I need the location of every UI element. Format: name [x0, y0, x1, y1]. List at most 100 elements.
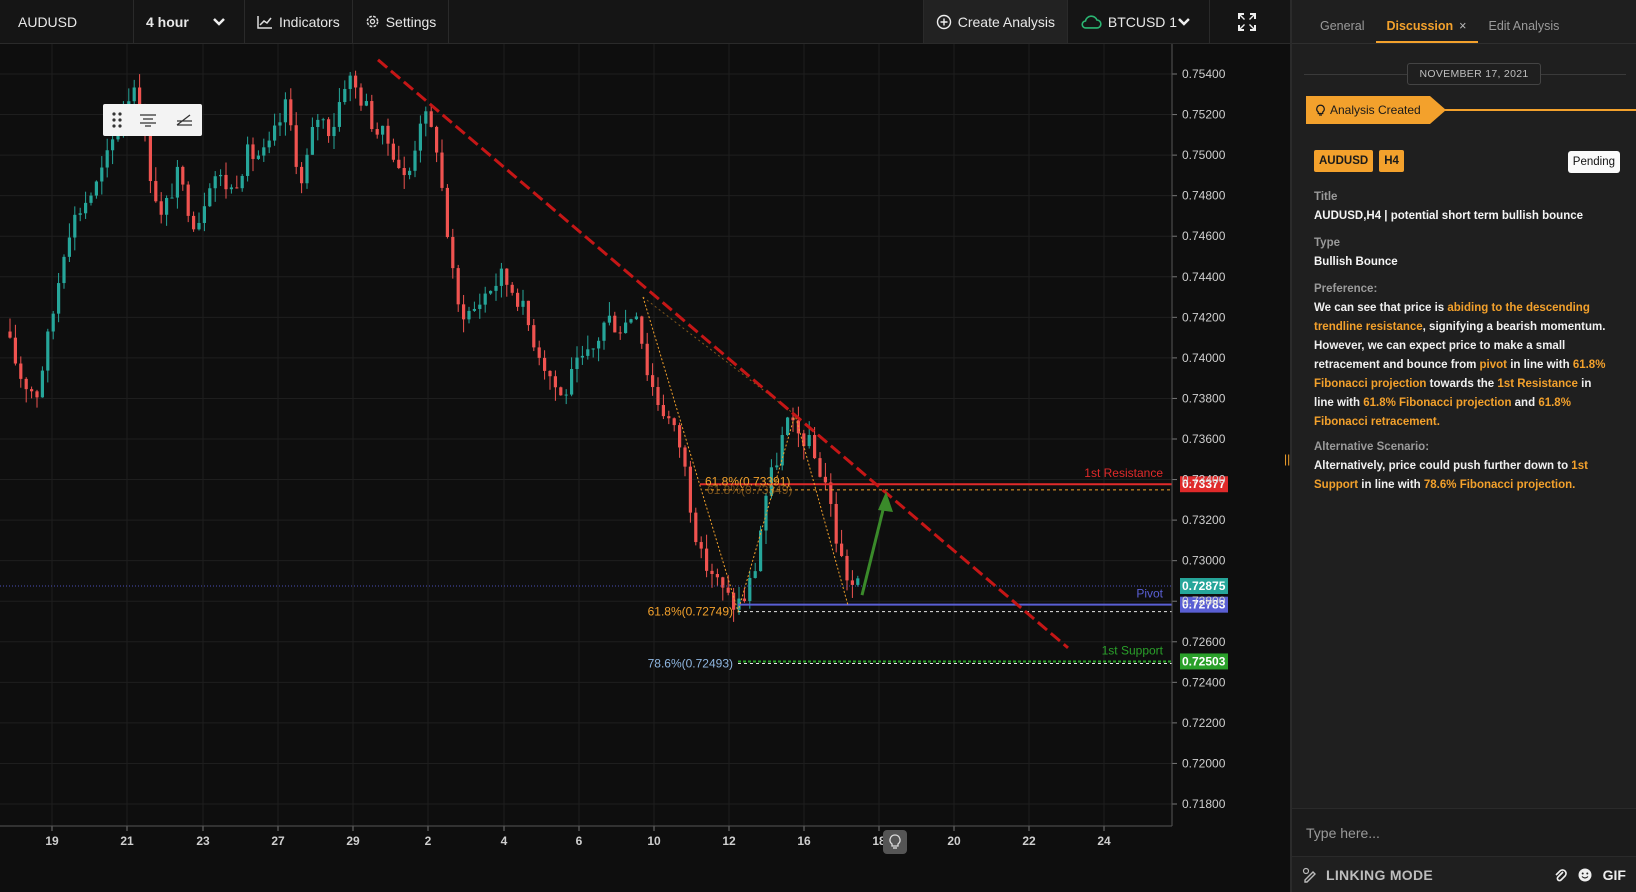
candle-body	[494, 285, 498, 291]
candle	[845, 549, 849, 591]
candle-body	[364, 101, 368, 106]
chevron-down-icon	[213, 17, 225, 26]
trend-tool-icon[interactable]	[175, 113, 193, 127]
candle	[586, 335, 590, 360]
symbol-badge: AUDUSD	[1314, 150, 1374, 172]
alternative-text: Alternatively, price could push further …	[1314, 460, 1588, 491]
candle-body	[229, 187, 233, 190]
candle	[181, 165, 185, 191]
price-tick-label: 0.74600	[1182, 229, 1226, 243]
candle-body	[148, 135, 152, 182]
chart-canvas[interactable]: 1st Resistance 0.73377 Pivot 0.72783 1st Sup…	[0, 44, 1290, 892]
candle	[100, 156, 104, 195]
date-tick-label: 16	[797, 834, 811, 848]
panel-resize-handle[interactable]: ||	[1284, 452, 1291, 466]
candle	[364, 93, 368, 107]
candle-body	[667, 416, 671, 419]
indicators-button[interactable]: Indicators	[245, 0, 353, 43]
compare-symbol-dropdown[interactable]: BTCUSD 1	[1068, 0, 1210, 43]
candle-body	[78, 213, 82, 215]
candle	[73, 206, 77, 251]
candle	[656, 377, 660, 411]
candle-body	[780, 434, 784, 466]
candle	[834, 492, 838, 553]
tab-edit-analysis[interactable]: Edit Analysis	[1478, 19, 1571, 43]
candle-body	[818, 458, 822, 477]
linking-mode-toggle[interactable]: LINKING MODE	[1302, 867, 1553, 883]
create-analysis-button[interactable]: Create Analysis	[923, 0, 1068, 43]
candle	[537, 340, 541, 366]
attachment-icon[interactable]	[1553, 867, 1567, 883]
candle-body	[661, 405, 665, 417]
candle-body	[413, 150, 417, 171]
candle	[759, 525, 763, 572]
tab-discussion[interactable]: Discussion ×	[1376, 19, 1479, 43]
candle	[213, 171, 217, 202]
horizontal-lines-icon[interactable]	[139, 113, 157, 127]
candle-body	[391, 143, 395, 160]
tab-general[interactable]: General	[1310, 19, 1376, 43]
interval-dropdown[interactable]: 4 hour	[134, 0, 245, 43]
date-tick-label: 10	[647, 834, 661, 848]
candle	[548, 370, 552, 390]
fullscreen-icon	[1238, 12, 1256, 31]
candle-body	[235, 187, 239, 189]
candle	[850, 570, 854, 598]
candle-body	[375, 129, 379, 135]
candle	[321, 117, 325, 129]
settings-label: Settings	[385, 13, 437, 30]
bounce-arrow-head	[878, 491, 893, 512]
price-chart[interactable]: 1st Resistance 0.73377 Pivot 0.72783 1st Sup…	[0, 44, 1290, 892]
symbol-selector[interactable]: AUDUSD	[0, 0, 134, 43]
candle-body	[715, 574, 719, 578]
date-tick-label: 21	[120, 834, 134, 848]
candle	[170, 183, 174, 199]
candle	[159, 192, 163, 224]
drag-handle-icon[interactable]	[112, 112, 122, 128]
candle	[624, 309, 628, 334]
fib-upper-label: 61.8%(0.73391)	[705, 474, 790, 488]
candle-body	[505, 268, 509, 285]
emoji-icon[interactable]	[1577, 867, 1593, 883]
fullscreen-button[interactable]	[1210, 0, 1290, 43]
candle-body	[159, 201, 163, 215]
candle-body	[548, 370, 552, 377]
candle-body	[418, 123, 422, 151]
date-tick-label: 4	[501, 834, 508, 848]
alternative-label: Alternative Scenario:	[1314, 441, 1430, 453]
idea-button[interactable]	[883, 830, 907, 854]
candle-body	[132, 87, 136, 102]
candle	[532, 318, 536, 352]
candle	[440, 139, 444, 192]
message-input[interactable]	[1292, 809, 1636, 857]
analysis-badges: AUDUSD H4	[1314, 150, 1404, 172]
candle	[645, 332, 649, 381]
candle	[456, 264, 460, 312]
price-tick-label: 0.75200	[1182, 108, 1226, 122]
candle	[505, 268, 509, 297]
candle	[111, 132, 115, 165]
candle	[570, 357, 574, 397]
candle	[57, 272, 61, 323]
candle-body	[435, 126, 439, 153]
candle	[564, 389, 568, 405]
candle-body	[645, 343, 649, 376]
analysis-created-event: Analysis Created	[1306, 96, 1636, 124]
gif-button[interactable]: GIF	[1602, 866, 1626, 883]
candle	[726, 575, 730, 596]
candle-body	[775, 465, 779, 468]
candle-body	[251, 144, 255, 159]
settings-button[interactable]: Settings	[353, 0, 450, 43]
candle	[197, 212, 201, 231]
candle-body	[840, 543, 844, 556]
indicators-label: Indicators	[279, 13, 340, 30]
candle-body	[354, 75, 358, 88]
close-icon[interactable]: ×	[1459, 19, 1467, 33]
candle	[672, 417, 676, 432]
descending-trendline	[377, 58, 1069, 650]
candle	[30, 386, 34, 399]
candle-body	[283, 99, 287, 123]
candle-body	[726, 587, 730, 593]
candle-body	[40, 370, 44, 398]
candle-body	[489, 290, 493, 294]
